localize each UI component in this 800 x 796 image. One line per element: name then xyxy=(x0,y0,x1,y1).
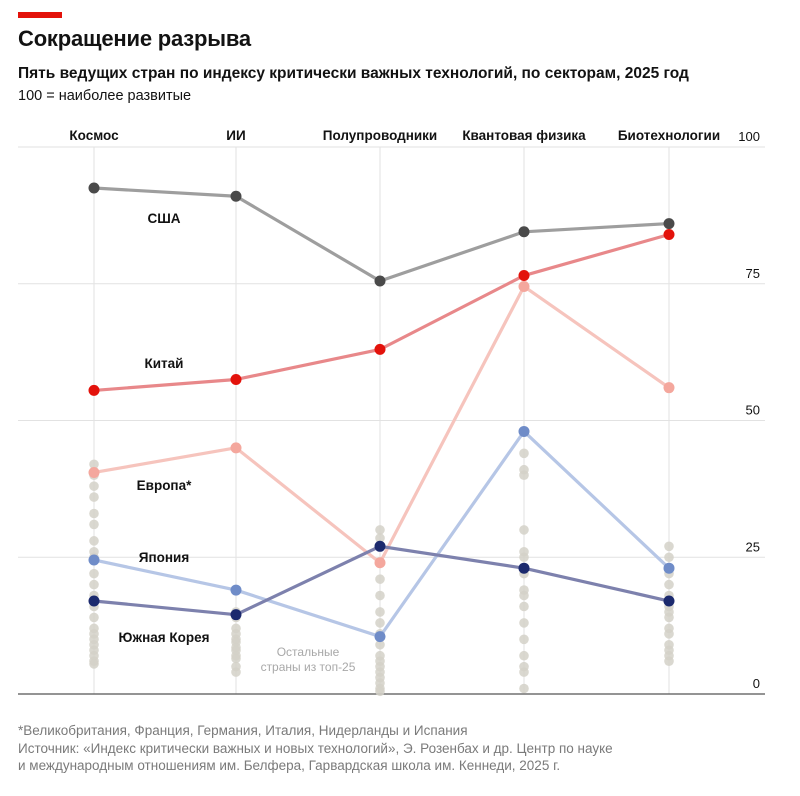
series-point-china xyxy=(518,270,530,282)
other-country-dot xyxy=(375,607,385,617)
sector-label: Полупроводники xyxy=(323,128,437,143)
y-tick-label: 25 xyxy=(746,539,760,554)
other-country-dot xyxy=(664,552,674,563)
series-point-usa xyxy=(518,226,530,238)
series-point-korea xyxy=(88,595,100,607)
series-label-europe: Европа* xyxy=(137,478,192,493)
footnote-source-2: и международным отношениям им. Белфера, … xyxy=(18,758,561,773)
series-point-europe xyxy=(374,557,386,569)
other-country-dot xyxy=(519,634,529,645)
sector-label: Квантовая физика xyxy=(462,128,586,143)
other-country-dot xyxy=(375,533,385,543)
series-label-korea: Южная Корея xyxy=(118,630,209,645)
other-country-dot xyxy=(375,574,385,584)
other-country-dot xyxy=(519,448,529,459)
series-point-japan xyxy=(88,554,100,566)
other-country-dot xyxy=(664,579,674,590)
series-point-europe xyxy=(230,442,242,454)
other-country-dot xyxy=(231,653,241,664)
other-country-dot xyxy=(375,618,385,628)
other-country-dot xyxy=(89,579,99,590)
series-label-china: Китай xyxy=(145,356,184,371)
sector-label: Биотехнологии xyxy=(618,128,720,143)
others-label: Остальные xyxy=(277,645,340,659)
other-country-dot xyxy=(519,525,529,535)
other-country-dot xyxy=(375,590,385,601)
other-country-dot xyxy=(664,612,674,623)
accent-bar xyxy=(18,12,62,18)
scale-note: 100 = наиболее развитые xyxy=(18,88,192,104)
other-country-dot xyxy=(89,481,99,491)
series-point-usa xyxy=(88,182,100,194)
other-country-dot xyxy=(519,667,529,677)
other-country-dot xyxy=(231,667,241,677)
other-country-dot xyxy=(89,536,99,546)
other-country-dot xyxy=(375,639,385,650)
chart-title: Сокращение разрыва xyxy=(18,26,251,51)
other-country-dot xyxy=(89,459,99,470)
series-point-japan xyxy=(663,562,675,574)
footnote-source-1: Источник: «Индекс критически важных и но… xyxy=(18,740,613,756)
other-country-dot xyxy=(89,612,99,623)
other-country-dot xyxy=(664,629,674,639)
series-point-china xyxy=(374,343,386,355)
series-point-usa xyxy=(230,190,242,202)
y-tick-label: 100 xyxy=(738,129,760,144)
series-point-usa xyxy=(663,218,675,230)
series-point-japan xyxy=(374,631,386,643)
other-country-dot xyxy=(89,519,99,530)
series-point-china xyxy=(230,373,242,385)
other-country-dot xyxy=(89,492,99,502)
series-point-europe xyxy=(518,280,530,292)
other-country-dot xyxy=(519,552,529,563)
other-country-dot xyxy=(519,590,529,601)
footnote-europe: *Великобритания, Франция, Германия, Итал… xyxy=(18,723,468,738)
y-tick-label: 50 xyxy=(746,403,760,418)
y-tick-label: 75 xyxy=(746,266,760,281)
others-label: страны из топ-25 xyxy=(261,660,356,674)
other-country-dot xyxy=(519,601,529,612)
other-country-dot xyxy=(89,508,99,519)
other-country-dot xyxy=(519,683,529,694)
series-point-japan xyxy=(518,425,530,437)
chart-subtitle: Пять ведущих стран по индексу критически… xyxy=(18,65,689,82)
series-point-china xyxy=(663,229,675,241)
series-point-europe xyxy=(663,382,675,394)
other-country-dot xyxy=(375,686,385,697)
sector-label: ИИ xyxy=(226,128,245,143)
series-point-usa xyxy=(374,275,386,287)
series-point-korea xyxy=(663,595,675,607)
line-chart: 0 25 50 75 100 Космос ИИ Полупроводники Квантова… xyxy=(18,128,765,697)
series-point-korea xyxy=(230,609,242,621)
other-country-dot xyxy=(519,650,529,661)
series-point-europe xyxy=(88,466,100,478)
other-country-dot xyxy=(89,568,99,579)
sector-label: Космос xyxy=(69,128,119,143)
series-line-europe xyxy=(92,284,671,565)
other-country-dot xyxy=(664,656,674,666)
other-country-dot xyxy=(519,470,529,481)
series-label-usa: США xyxy=(147,211,180,226)
series-point-japan xyxy=(230,584,242,596)
series-point-korea xyxy=(518,562,530,574)
series-line-usa xyxy=(92,186,671,283)
footnote: *Великобритания, Франция, Германия, Итал… xyxy=(18,722,613,775)
other-country-dot xyxy=(664,541,674,552)
series-label-japan: Япония xyxy=(139,550,189,565)
other-country-dot xyxy=(519,618,529,628)
other-country-dot xyxy=(375,525,385,535)
series-point-korea xyxy=(374,540,386,552)
other-country-dot xyxy=(89,659,99,669)
series-point-china xyxy=(88,384,100,396)
y-tick-label: 0 xyxy=(753,676,760,691)
